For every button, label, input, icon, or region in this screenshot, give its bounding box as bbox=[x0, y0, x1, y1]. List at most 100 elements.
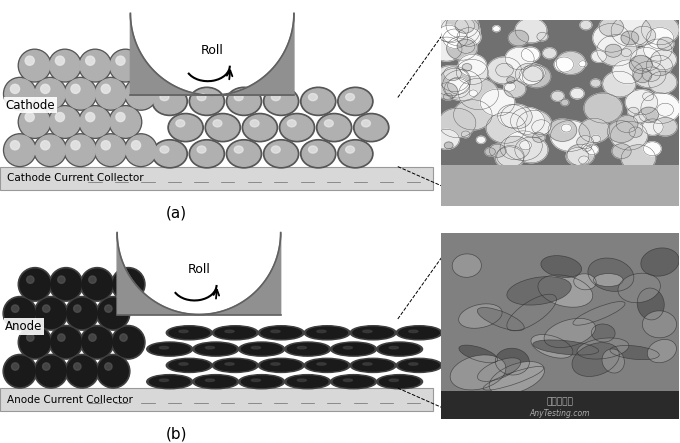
Ellipse shape bbox=[317, 363, 326, 365]
Ellipse shape bbox=[592, 324, 615, 342]
Circle shape bbox=[469, 90, 477, 97]
Ellipse shape bbox=[159, 346, 169, 349]
Ellipse shape bbox=[242, 113, 277, 142]
Ellipse shape bbox=[261, 327, 301, 338]
Circle shape bbox=[71, 84, 80, 93]
Circle shape bbox=[5, 298, 35, 328]
Circle shape bbox=[611, 16, 651, 47]
Ellipse shape bbox=[226, 140, 262, 168]
Circle shape bbox=[79, 105, 112, 138]
Ellipse shape bbox=[150, 376, 190, 387]
Ellipse shape bbox=[533, 340, 598, 355]
Circle shape bbox=[12, 363, 19, 370]
Text: (b): (b) bbox=[166, 427, 188, 442]
Circle shape bbox=[653, 117, 677, 136]
Ellipse shape bbox=[507, 276, 571, 305]
Ellipse shape bbox=[297, 346, 307, 349]
Circle shape bbox=[55, 113, 65, 122]
Ellipse shape bbox=[207, 115, 239, 140]
Circle shape bbox=[586, 145, 598, 155]
Circle shape bbox=[613, 60, 643, 84]
Circle shape bbox=[73, 363, 81, 370]
Text: Roll: Roll bbox=[201, 44, 224, 57]
Circle shape bbox=[523, 64, 545, 82]
Circle shape bbox=[630, 55, 652, 74]
Circle shape bbox=[561, 99, 569, 105]
Ellipse shape bbox=[339, 89, 371, 114]
Circle shape bbox=[446, 12, 479, 38]
Ellipse shape bbox=[409, 330, 418, 333]
Ellipse shape bbox=[241, 376, 282, 387]
Circle shape bbox=[567, 144, 594, 166]
Circle shape bbox=[579, 156, 589, 164]
Ellipse shape bbox=[176, 120, 185, 127]
Circle shape bbox=[43, 363, 50, 370]
Ellipse shape bbox=[271, 93, 280, 101]
Circle shape bbox=[34, 296, 68, 330]
Bar bbox=[441, 165, 679, 206]
Circle shape bbox=[58, 334, 65, 341]
Circle shape bbox=[67, 298, 97, 328]
Circle shape bbox=[49, 326, 83, 359]
Circle shape bbox=[126, 79, 156, 109]
Circle shape bbox=[551, 91, 564, 101]
Ellipse shape bbox=[477, 307, 524, 331]
Circle shape bbox=[646, 55, 673, 76]
Circle shape bbox=[96, 79, 126, 109]
Circle shape bbox=[86, 113, 95, 122]
Circle shape bbox=[490, 144, 506, 157]
Circle shape bbox=[590, 79, 601, 87]
Circle shape bbox=[97, 296, 130, 330]
Ellipse shape bbox=[389, 346, 398, 349]
Circle shape bbox=[443, 29, 468, 48]
Circle shape bbox=[109, 105, 141, 138]
Ellipse shape bbox=[152, 87, 188, 116]
Ellipse shape bbox=[195, 343, 236, 355]
Bar bbox=[441, 233, 679, 391]
Circle shape bbox=[486, 112, 526, 143]
Circle shape bbox=[641, 16, 679, 45]
Circle shape bbox=[643, 142, 661, 156]
Ellipse shape bbox=[191, 141, 223, 166]
Circle shape bbox=[441, 16, 480, 46]
Ellipse shape bbox=[228, 141, 260, 166]
Ellipse shape bbox=[396, 326, 442, 340]
Circle shape bbox=[462, 64, 472, 71]
Ellipse shape bbox=[450, 355, 506, 390]
Ellipse shape bbox=[212, 326, 258, 340]
Circle shape bbox=[27, 276, 34, 284]
Ellipse shape bbox=[271, 146, 280, 153]
Circle shape bbox=[498, 105, 527, 128]
Circle shape bbox=[455, 18, 475, 33]
Circle shape bbox=[3, 134, 36, 167]
Circle shape bbox=[611, 121, 647, 150]
Circle shape bbox=[458, 54, 486, 76]
Circle shape bbox=[641, 93, 680, 124]
Circle shape bbox=[89, 276, 96, 284]
Ellipse shape bbox=[409, 363, 418, 365]
Circle shape bbox=[642, 67, 660, 82]
Ellipse shape bbox=[307, 327, 347, 338]
Circle shape bbox=[505, 47, 534, 70]
Ellipse shape bbox=[594, 273, 623, 287]
Ellipse shape bbox=[610, 346, 659, 360]
Ellipse shape bbox=[588, 258, 634, 291]
Ellipse shape bbox=[160, 146, 169, 153]
Circle shape bbox=[10, 84, 20, 93]
Ellipse shape bbox=[399, 360, 439, 371]
Ellipse shape bbox=[303, 141, 334, 166]
Ellipse shape bbox=[258, 326, 304, 340]
Circle shape bbox=[67, 356, 97, 386]
Circle shape bbox=[18, 49, 51, 82]
Ellipse shape bbox=[356, 115, 387, 140]
Circle shape bbox=[457, 28, 481, 47]
Circle shape bbox=[65, 296, 99, 330]
Circle shape bbox=[485, 148, 496, 156]
Circle shape bbox=[80, 51, 110, 81]
Polygon shape bbox=[117, 233, 281, 315]
Ellipse shape bbox=[574, 274, 596, 290]
Circle shape bbox=[110, 107, 140, 137]
Ellipse shape bbox=[309, 93, 318, 101]
Ellipse shape bbox=[637, 288, 664, 320]
Ellipse shape bbox=[483, 366, 544, 390]
